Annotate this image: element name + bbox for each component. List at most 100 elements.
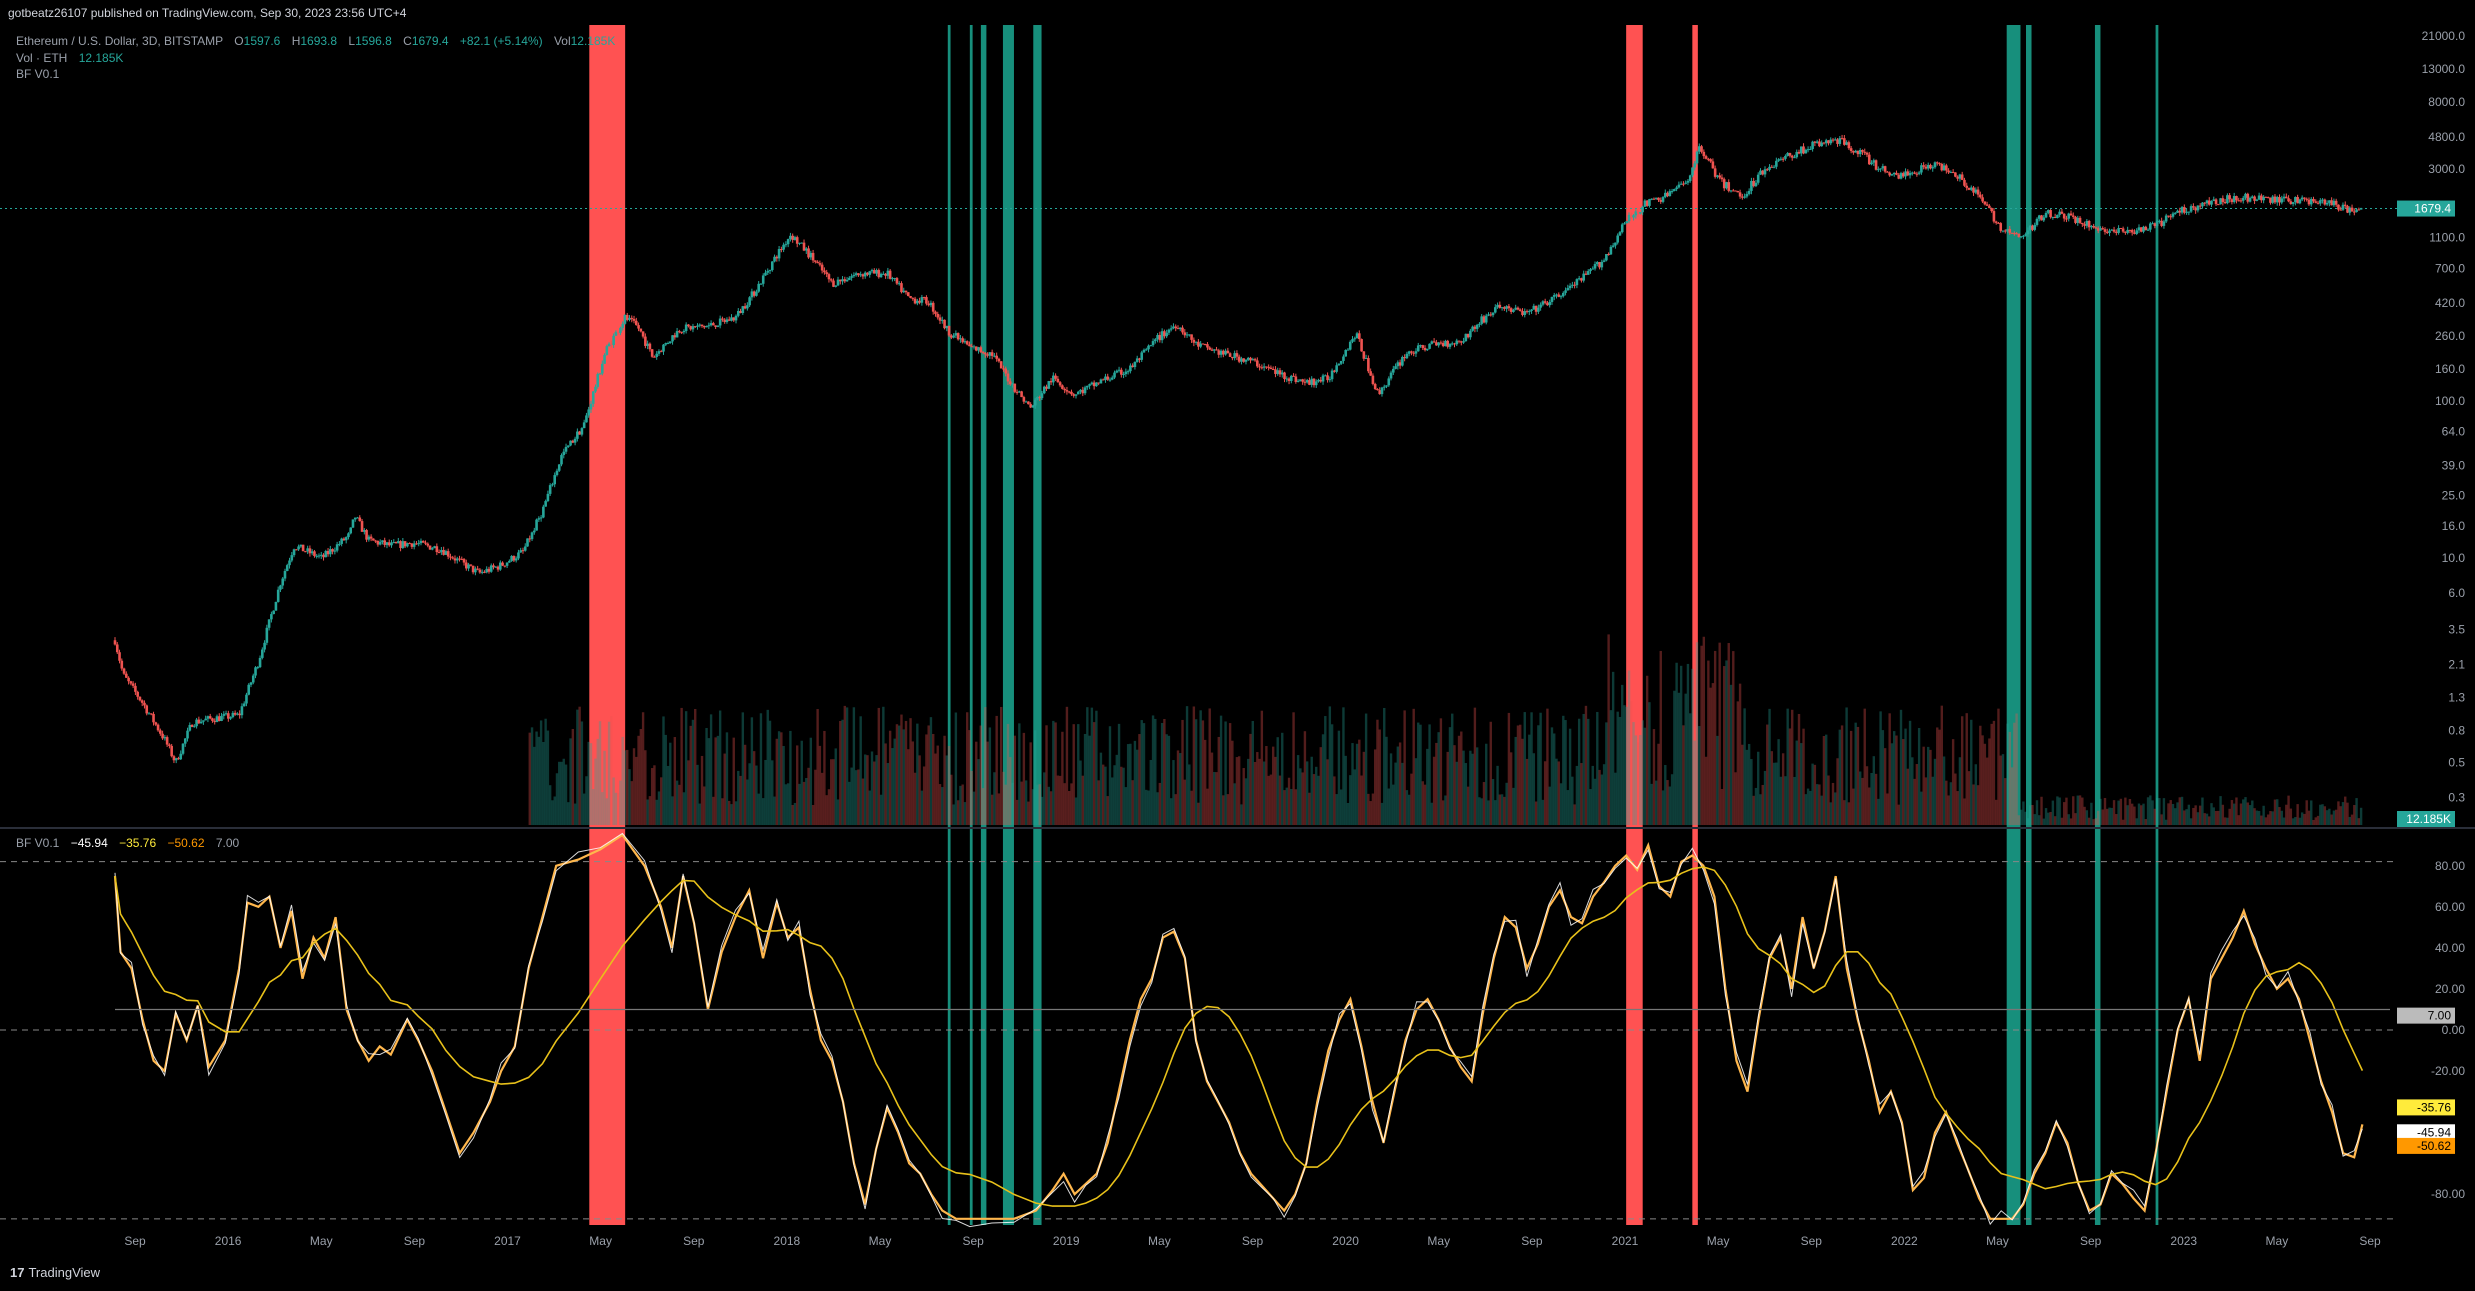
candle-body <box>1577 278 1581 280</box>
candle-body <box>2049 210 2052 218</box>
candle-body <box>585 415 588 423</box>
volume-bar <box>562 758 565 825</box>
candle-body <box>415 543 418 545</box>
candle-body <box>863 272 867 277</box>
candle-body <box>2226 195 2229 204</box>
volume-bar <box>1052 720 1055 825</box>
candle-body <box>120 660 124 669</box>
volume-bar <box>1584 705 1588 825</box>
volume-bar <box>714 737 717 825</box>
candle-body <box>2285 196 2288 199</box>
volume-bar <box>2344 796 2347 825</box>
candle-body <box>401 541 405 548</box>
volume-bar <box>669 742 672 825</box>
volume-bar <box>530 727 534 825</box>
tradingview-brand[interactable]: 17 TradingView <box>10 1265 100 1280</box>
volume-bar <box>1455 761 1458 825</box>
volume-bar <box>879 794 883 825</box>
volume-bar <box>981 788 985 825</box>
candle-body <box>607 343 611 347</box>
candle-body <box>1949 172 1953 174</box>
volume-bar <box>1101 764 1105 825</box>
candle-body <box>1337 363 1341 366</box>
candle-body <box>1623 223 1626 225</box>
candle-body <box>1833 139 1837 141</box>
osc-badge-1-bg <box>2397 1099 2455 1116</box>
candle-body <box>1142 349 1146 353</box>
candle-body <box>1466 333 1470 338</box>
volume-bar <box>805 777 808 825</box>
volume-bar <box>1376 719 1379 825</box>
volume-bar <box>1210 752 1214 825</box>
candle-body <box>2223 201 2227 204</box>
candle-body <box>1856 150 1860 155</box>
candle-body <box>612 335 615 346</box>
candle-body <box>272 610 275 615</box>
volume-bar <box>1083 733 1087 825</box>
candle-body <box>211 718 214 721</box>
candle-body <box>884 273 887 276</box>
time-tick-label: 2017 <box>494 1234 521 1248</box>
candle-body <box>1396 362 1400 367</box>
candle-body <box>1052 375 1055 383</box>
time-tick-label: Sep <box>124 1234 146 1248</box>
candle-body <box>261 649 264 658</box>
candle-body <box>2357 209 2361 211</box>
volume-bar <box>2128 799 2132 825</box>
volume-bar <box>793 802 797 825</box>
volume-bar <box>2323 806 2327 825</box>
candle-body <box>1033 399 1037 406</box>
volume-bar <box>1441 800 1445 825</box>
candle-body <box>1568 285 1572 289</box>
volume-bar <box>1122 767 1125 825</box>
volume-bar <box>2135 818 2138 825</box>
volume-bar <box>2269 811 2272 825</box>
candle-body <box>2019 236 2023 238</box>
candle-body <box>793 237 797 240</box>
candle-body <box>2083 224 2086 226</box>
volume-bar <box>2217 810 2220 825</box>
candle-body <box>533 530 536 533</box>
candle-body <box>1904 171 1907 177</box>
candle-body <box>1935 162 1939 164</box>
volume-bar <box>2044 808 2048 825</box>
candle-body <box>392 542 396 544</box>
volume-bar <box>1777 739 1780 825</box>
candle-body <box>329 549 332 555</box>
volume-bar <box>1645 675 1649 825</box>
indicator-value-4: 7.00 <box>215 836 240 850</box>
candle-body <box>2264 196 2268 198</box>
candle-body <box>122 668 126 674</box>
volume-bar <box>2359 807 2363 825</box>
candle-body <box>614 331 618 336</box>
candle-body <box>1330 370 1334 380</box>
volume-bar <box>2346 802 2349 825</box>
candle-body <box>1108 379 1112 381</box>
volume-bar <box>1936 727 1939 825</box>
candle-body <box>1224 350 1227 355</box>
candle-body <box>231 712 235 718</box>
candle-body <box>2330 200 2333 206</box>
high-label: H <box>291 34 301 48</box>
candle-body <box>1192 339 1196 343</box>
volume-bar <box>843 705 847 825</box>
volume-bar <box>764 759 767 825</box>
candle-body <box>798 242 801 244</box>
volume-bar <box>861 778 865 825</box>
volume-bar <box>1700 645 1703 825</box>
volume-bar <box>1398 742 1402 825</box>
candle-body <box>2309 198 2313 205</box>
close-label: C <box>403 34 412 48</box>
volume-bar <box>904 720 908 825</box>
candle-body <box>1321 375 1325 382</box>
candle-body <box>1811 141 1814 150</box>
volume-bar <box>1106 796 1109 825</box>
candle-body <box>780 249 783 251</box>
candle-body <box>1070 391 1073 395</box>
candle-body <box>852 274 856 277</box>
candle-body <box>202 720 205 722</box>
candle-body <box>2121 228 2125 232</box>
volume-bar <box>1534 801 1538 825</box>
candle-body <box>1154 339 1157 342</box>
